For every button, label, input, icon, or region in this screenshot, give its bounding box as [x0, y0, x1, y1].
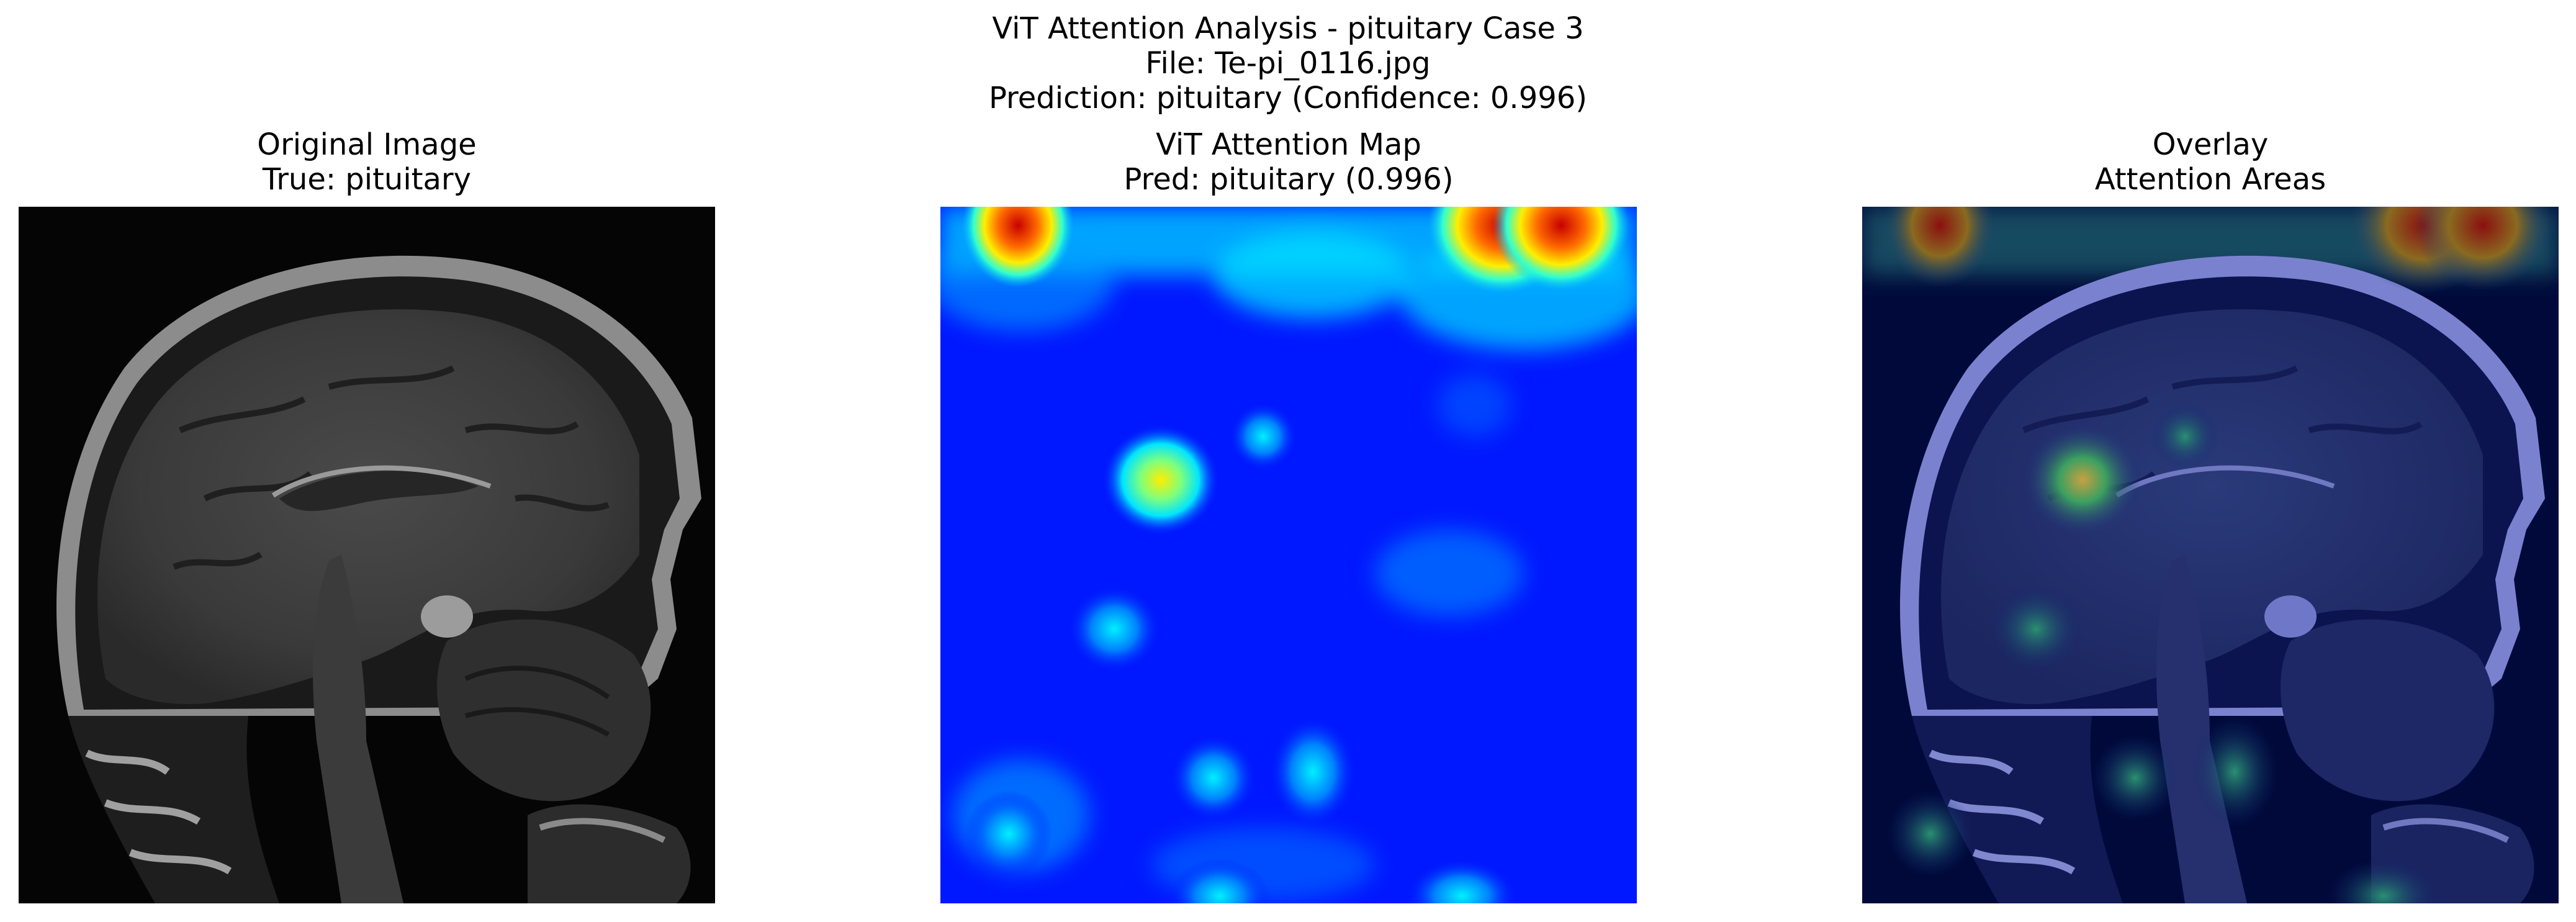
panel-title-original-line-2: True: pituitary	[262, 162, 472, 197]
original-mri-image	[19, 207, 715, 903]
suptitle-line-3: Prediction: pituitary (Confidence: 0.996…	[988, 81, 1588, 115]
attention-heatmap	[940, 207, 1637, 903]
suptitle-line-2: File: Te-pi_0116.jpg	[1145, 46, 1431, 81]
overlay-image	[1862, 207, 2559, 903]
suptitle-line-1: ViT Attention Analysis - pituitary Case …	[992, 11, 1584, 46]
panel-title-attention-map: ViT Attention Map Pred: pituitary (0.996…	[940, 127, 1637, 197]
mri-sagittal-drawing	[19, 207, 715, 903]
panel-title-original-line-1: Original Image	[257, 127, 477, 162]
overlay-drawing	[1862, 207, 2559, 903]
attention-heatmap-drawing	[940, 207, 1637, 903]
figure-suptitle: ViT Attention Analysis - pituitary Case …	[0, 11, 2576, 115]
panel-title-overlay-line-1: Overlay	[2152, 127, 2269, 162]
panel-title-attention-line-2: Pred: pituitary (0.996)	[1124, 162, 1454, 197]
panel-title-overlay: Overlay Attention Areas	[1862, 127, 2559, 197]
panel-title-attention-line-1: ViT Attention Map	[1156, 127, 1421, 162]
panel-title-original: Original Image True: pituitary	[19, 127, 715, 197]
panel-title-overlay-line-2: Attention Areas	[2094, 162, 2326, 197]
